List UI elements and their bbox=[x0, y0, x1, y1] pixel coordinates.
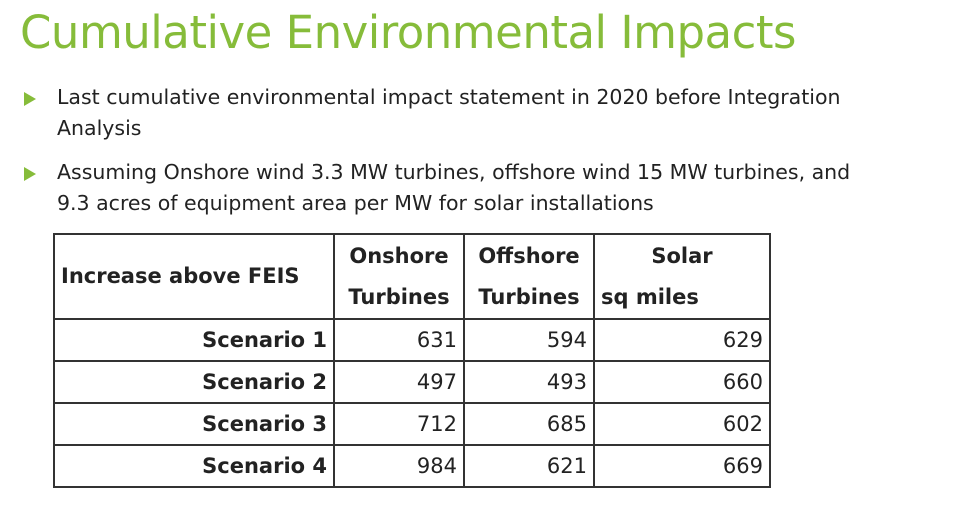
header-cell: Offshore Turbines bbox=[463, 233, 595, 320]
value-cell: 984 bbox=[333, 444, 465, 488]
header-line: Turbines bbox=[348, 284, 450, 309]
table-row: Scenario 4 984 621 669 bbox=[53, 444, 771, 488]
bullet-line: Assuming Onshore wind 3.3 MW turbines, o… bbox=[57, 160, 851, 184]
value-cell: 712 bbox=[333, 402, 465, 446]
row-label: Scenario 1 bbox=[53, 318, 335, 362]
bullet-marker bbox=[24, 92, 36, 106]
value-cell: 631 bbox=[333, 318, 465, 362]
header-line: Onshore bbox=[349, 243, 449, 268]
value-cell: 660 bbox=[593, 360, 771, 404]
bullet-line: Last cumulative environmental impact sta… bbox=[57, 85, 841, 109]
table-row: Scenario 3 712 685 602 bbox=[53, 402, 771, 446]
impact-table: Increase above FEIS Onshore Turbines Offsho… bbox=[53, 233, 771, 488]
bullet: Assuming Onshore wind 3.3 MW turbines, o… bbox=[57, 157, 850, 219]
header-line: Turbines bbox=[478, 284, 580, 309]
header-line: Offshore bbox=[478, 243, 580, 268]
row-label: Scenario 3 bbox=[53, 402, 335, 446]
row-label: Scenario 4 bbox=[53, 444, 335, 488]
value-cell: 669 bbox=[593, 444, 771, 488]
header-line: sq miles bbox=[601, 284, 699, 309]
bullet-line: 9.3 acres of equipment area per MW for s… bbox=[57, 191, 654, 215]
header-cell: Onshore Turbines bbox=[333, 233, 465, 320]
value-cell: 497 bbox=[333, 360, 465, 404]
slide-title: Cumulative Environmental Impacts bbox=[20, 6, 796, 59]
value-cell: 621 bbox=[463, 444, 595, 488]
row-label: Scenario 2 bbox=[53, 360, 335, 404]
value-cell: 629 bbox=[593, 318, 771, 362]
header-line: Increase above FEIS bbox=[61, 264, 300, 288]
header-cell: Increase above FEIS bbox=[53, 233, 335, 320]
table-row: Scenario 1 631 594 629 bbox=[53, 318, 771, 362]
value-cell: 685 bbox=[463, 402, 595, 446]
value-cell: 594 bbox=[463, 318, 595, 362]
bullet-marker bbox=[24, 167, 36, 181]
header-line: Solar bbox=[651, 243, 713, 268]
header-row: Increase above FEIS Onshore Turbines Offsho… bbox=[53, 233, 771, 320]
bullet: Last cumulative environmental impact sta… bbox=[57, 82, 841, 144]
value-cell: 493 bbox=[463, 360, 595, 404]
value-cell: 602 bbox=[593, 402, 771, 446]
header-cell: Solar sq miles bbox=[593, 233, 771, 320]
table-row: Scenario 2 497 493 660 bbox=[53, 360, 771, 404]
bullet-line: Analysis bbox=[57, 116, 142, 140]
